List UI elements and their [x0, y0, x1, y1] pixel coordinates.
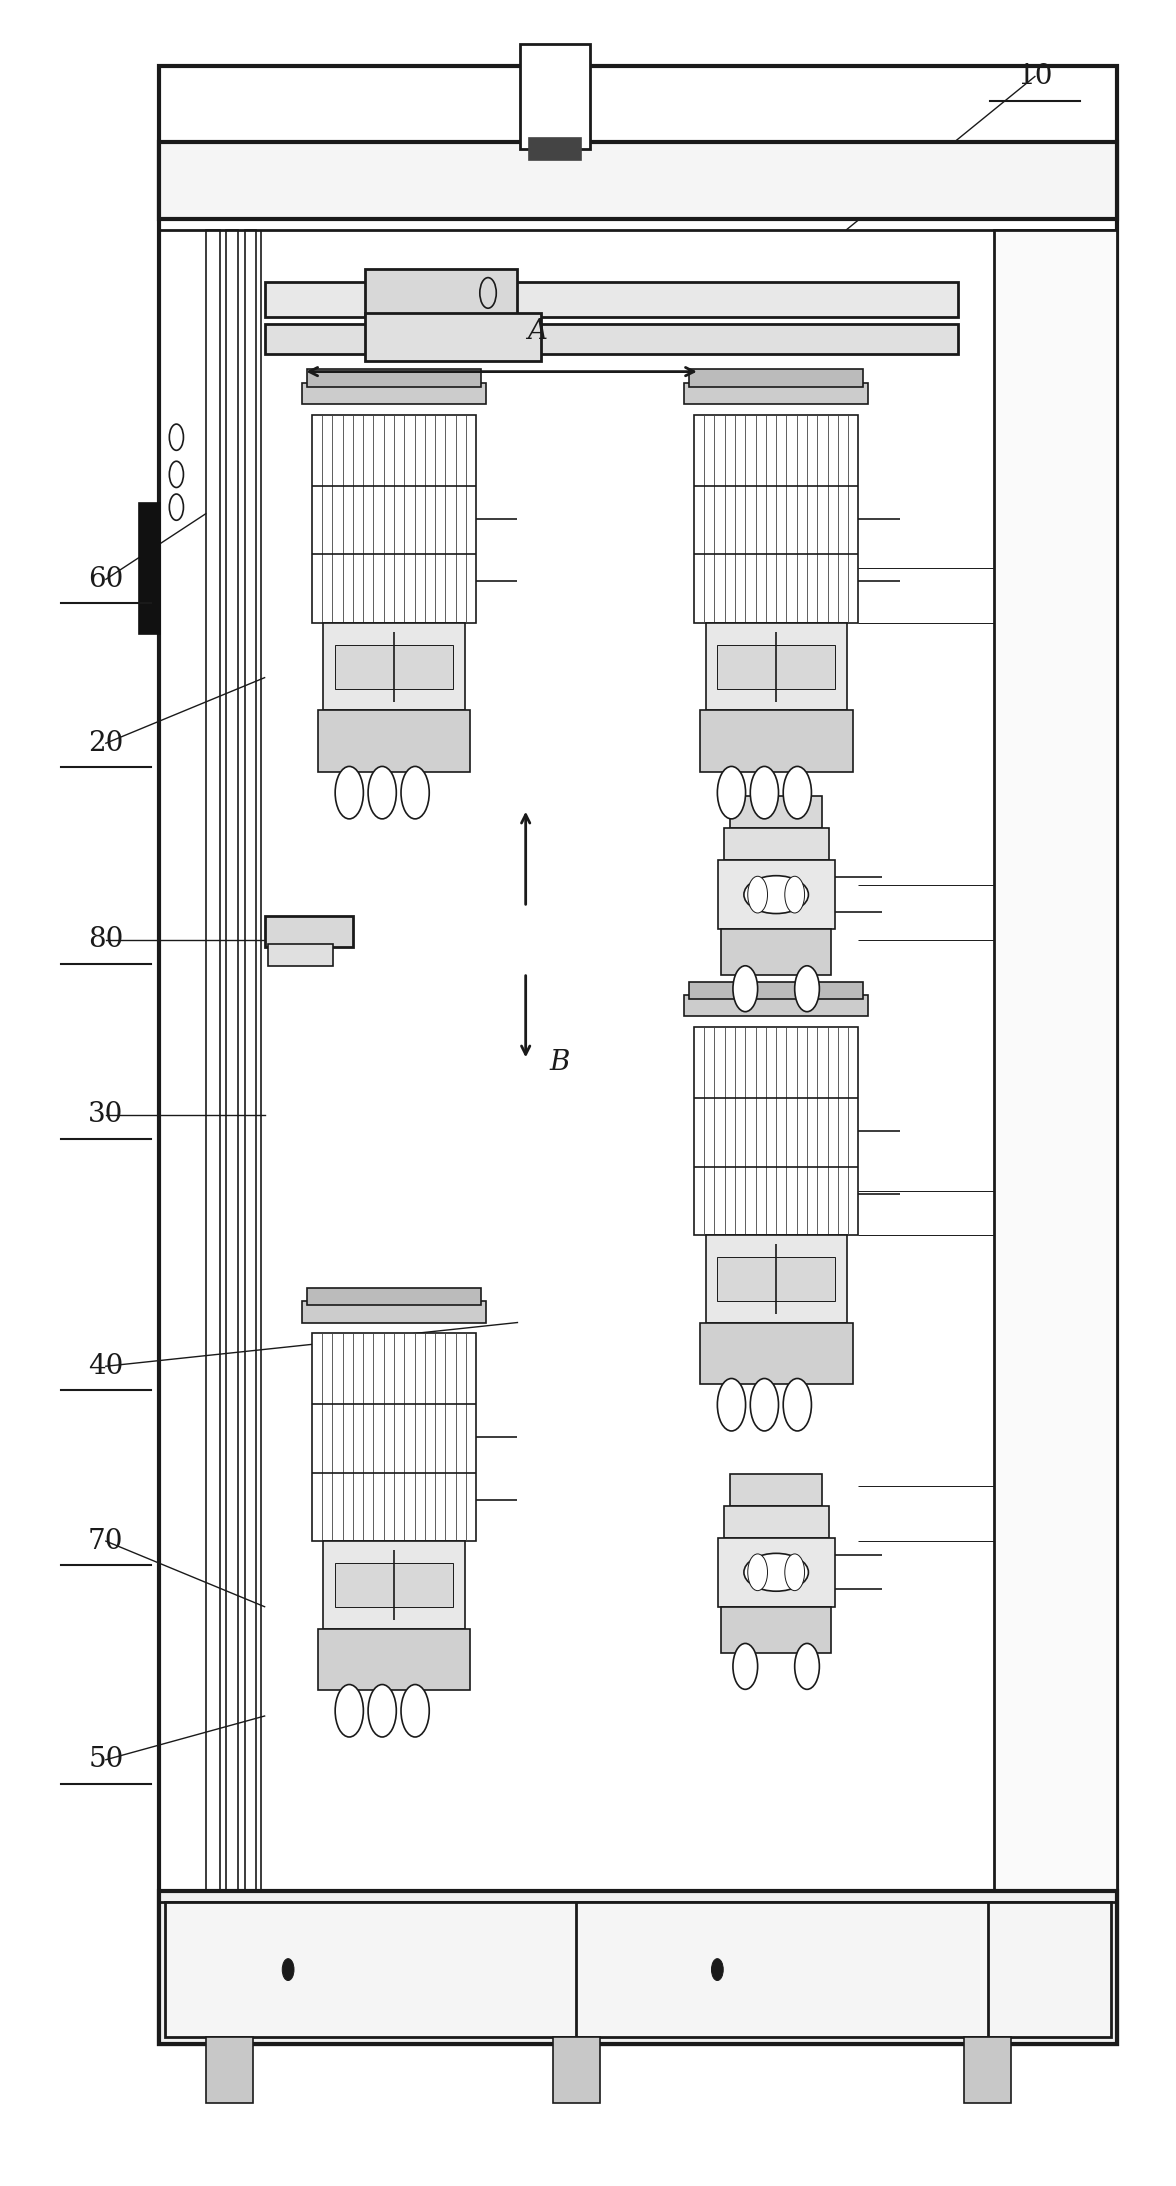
- Bar: [245, 230, 256, 1891]
- Bar: [706, 623, 847, 710]
- Bar: [226, 230, 238, 1891]
- Bar: [717, 1539, 835, 1607]
- Circle shape: [368, 1685, 396, 1738]
- Bar: [159, 66, 1117, 2044]
- Bar: [689, 369, 863, 387]
- Text: B: B: [549, 1049, 569, 1076]
- Circle shape: [783, 767, 811, 820]
- Circle shape: [795, 966, 820, 1012]
- Circle shape: [748, 877, 768, 914]
- Text: 60: 60: [88, 566, 123, 592]
- Text: A: A: [527, 319, 547, 345]
- Text: 20: 20: [88, 730, 123, 756]
- Bar: [365, 313, 541, 361]
- Bar: [717, 645, 835, 689]
- Bar: [323, 623, 465, 710]
- Ellipse shape: [744, 877, 808, 914]
- Bar: [265, 324, 958, 354]
- Bar: [730, 796, 822, 828]
- Bar: [268, 944, 333, 966]
- Circle shape: [795, 1644, 820, 1690]
- Text: 30: 30: [88, 1102, 123, 1128]
- Circle shape: [401, 1685, 429, 1738]
- Bar: [206, 2037, 253, 2103]
- Bar: [694, 415, 858, 623]
- Bar: [323, 1541, 465, 1629]
- Bar: [723, 828, 829, 861]
- Text: 80: 80: [88, 927, 123, 953]
- Bar: [994, 230, 1117, 1891]
- Bar: [307, 369, 481, 387]
- Bar: [302, 383, 486, 404]
- Circle shape: [733, 1644, 757, 1690]
- Bar: [307, 1288, 481, 1305]
- Bar: [318, 710, 470, 772]
- Bar: [700, 710, 853, 772]
- Bar: [335, 645, 453, 689]
- Circle shape: [717, 767, 746, 820]
- Circle shape: [335, 1685, 363, 1738]
- Bar: [265, 916, 353, 947]
- Text: 10: 10: [1017, 63, 1053, 90]
- Bar: [684, 995, 868, 1016]
- Bar: [318, 1629, 470, 1690]
- Bar: [553, 2037, 600, 2103]
- Circle shape: [711, 1959, 723, 1981]
- Circle shape: [783, 1379, 811, 1432]
- Circle shape: [733, 966, 757, 1012]
- Bar: [520, 44, 590, 149]
- Bar: [335, 1563, 453, 1607]
- Circle shape: [717, 1379, 746, 1432]
- Text: 40: 40: [88, 1353, 123, 1379]
- Circle shape: [748, 1554, 768, 1591]
- Bar: [730, 1473, 822, 1506]
- Bar: [206, 230, 220, 1891]
- Circle shape: [335, 767, 363, 820]
- Bar: [529, 138, 581, 160]
- Circle shape: [750, 767, 779, 820]
- Bar: [964, 2037, 1011, 2103]
- Bar: [706, 1235, 847, 1323]
- Text: 70: 70: [88, 1528, 123, 1554]
- Bar: [723, 1506, 829, 1539]
- Circle shape: [282, 1959, 294, 1981]
- Bar: [139, 503, 160, 634]
- Bar: [302, 1301, 486, 1323]
- Circle shape: [401, 767, 429, 820]
- Bar: [165, 1902, 1111, 2037]
- Bar: [684, 383, 868, 404]
- Bar: [689, 982, 863, 999]
- Bar: [721, 929, 831, 975]
- Text: 50: 50: [88, 1747, 123, 1773]
- Bar: [312, 1333, 476, 1541]
- Ellipse shape: [744, 1554, 808, 1591]
- Bar: [159, 1891, 1117, 2044]
- Bar: [700, 1323, 853, 1384]
- Circle shape: [368, 767, 396, 820]
- Bar: [265, 282, 958, 317]
- Bar: [721, 1607, 831, 1653]
- Bar: [312, 415, 476, 623]
- Bar: [717, 1257, 835, 1301]
- Circle shape: [750, 1379, 779, 1432]
- Bar: [694, 1027, 858, 1235]
- Bar: [717, 861, 835, 929]
- Bar: [159, 142, 1117, 219]
- Bar: [365, 269, 517, 317]
- Circle shape: [784, 877, 804, 914]
- Circle shape: [784, 1554, 804, 1591]
